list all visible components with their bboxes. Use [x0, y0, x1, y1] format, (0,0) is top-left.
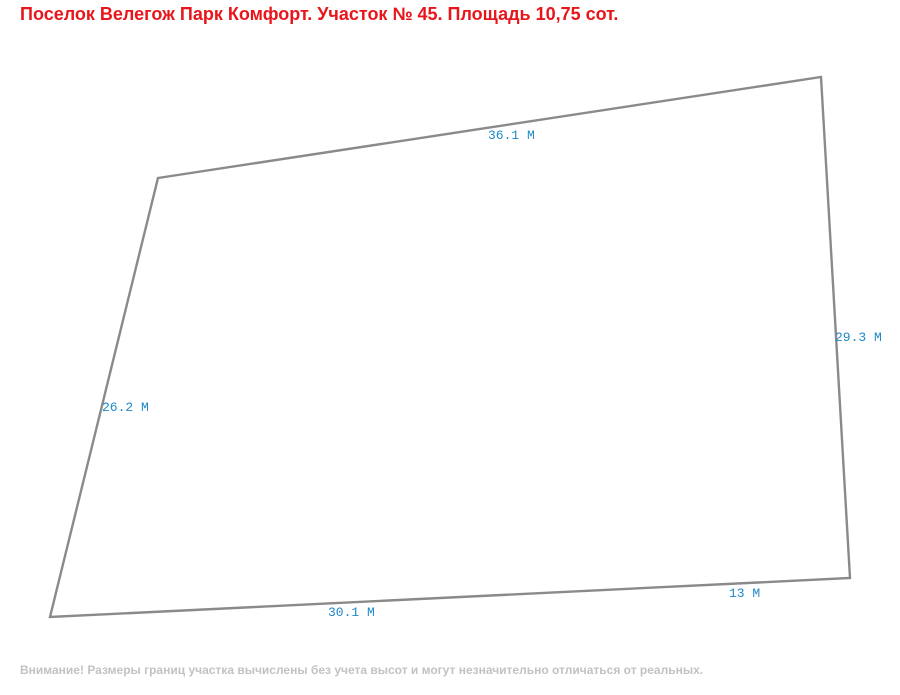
disclaimer-note: Внимание! Размеры границ участка вычисле…: [20, 663, 704, 677]
edge-length-bottom-right: 13 М: [729, 586, 760, 601]
edge-length-top: 36.1 М: [488, 128, 535, 143]
edge-length-right: 29.3 М: [835, 330, 882, 345]
plot-title: Поселок Велегож Парк Комфорт. Участок № …: [20, 4, 619, 24]
plot-boundary: [48, 75, 852, 619]
edge-length-left: 26.2 М: [102, 400, 149, 415]
edge-length-bottom-left: 30.1 М: [328, 605, 375, 620]
